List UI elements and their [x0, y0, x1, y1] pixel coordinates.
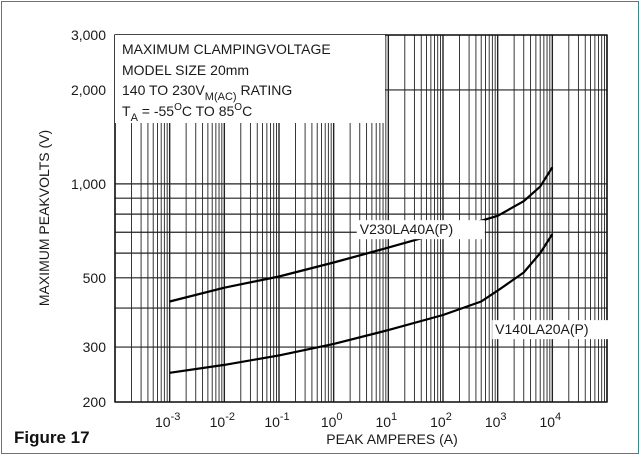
- y-tick-label: 500: [83, 270, 107, 286]
- y-tick-label: 1,000: [71, 176, 106, 192]
- y-tick-label: 200: [83, 394, 107, 410]
- info-line-4: TA = -55OC TO 85OC: [122, 102, 252, 124]
- curves: V230LA40A(P) V140LA20A(P): [169, 166, 621, 374]
- x-tick-label: 10-2: [210, 411, 235, 430]
- info-box-background: [115, 35, 385, 123]
- x-tick-label: 100: [321, 411, 343, 430]
- info-line-1: MAXIMUM CLAMPINGVOLTAGE: [122, 41, 331, 57]
- y-tick-label: 300: [83, 339, 107, 355]
- x-tick-label: 10-3: [155, 411, 180, 430]
- y-axis-label: MAXIMUM PEAKVOLTS (V): [36, 130, 52, 306]
- series-label-2: V140LA20A(P): [495, 321, 588, 337]
- tick-labels: 10-3 10-2 10-1 100 101 102 103 104 200 300 500 1,00…: [71, 27, 561, 430]
- figure-label: Figure 17: [14, 428, 90, 447]
- y-tick-label: 3,000: [71, 27, 106, 43]
- info-line-2: MODEL SIZE 20mm: [122, 62, 249, 78]
- series-label-background: [492, 320, 621, 340]
- x-tick-label: 101: [375, 411, 397, 430]
- info-box: MAXIMUM CLAMPINGVOLTAGE MODEL SIZE 20mm …: [115, 35, 385, 124]
- x-tick-label: 104: [539, 411, 561, 430]
- x-tick-label: 10-1: [264, 411, 289, 430]
- x-tick-label: 102: [430, 411, 452, 430]
- series-label-1: V230LA40A(P): [360, 221, 453, 237]
- info-line-3: 140 TO 230VM(AC) RATING: [122, 82, 292, 103]
- y-tick-label: 2,000: [71, 82, 106, 98]
- series-line-1: [169, 166, 554, 303]
- series-line-2: [169, 233, 554, 374]
- x-tick-label: 103: [485, 411, 507, 430]
- series-label-background: [356, 220, 485, 240]
- x-axis-label: PEAK AMPERES (A): [326, 431, 457, 447]
